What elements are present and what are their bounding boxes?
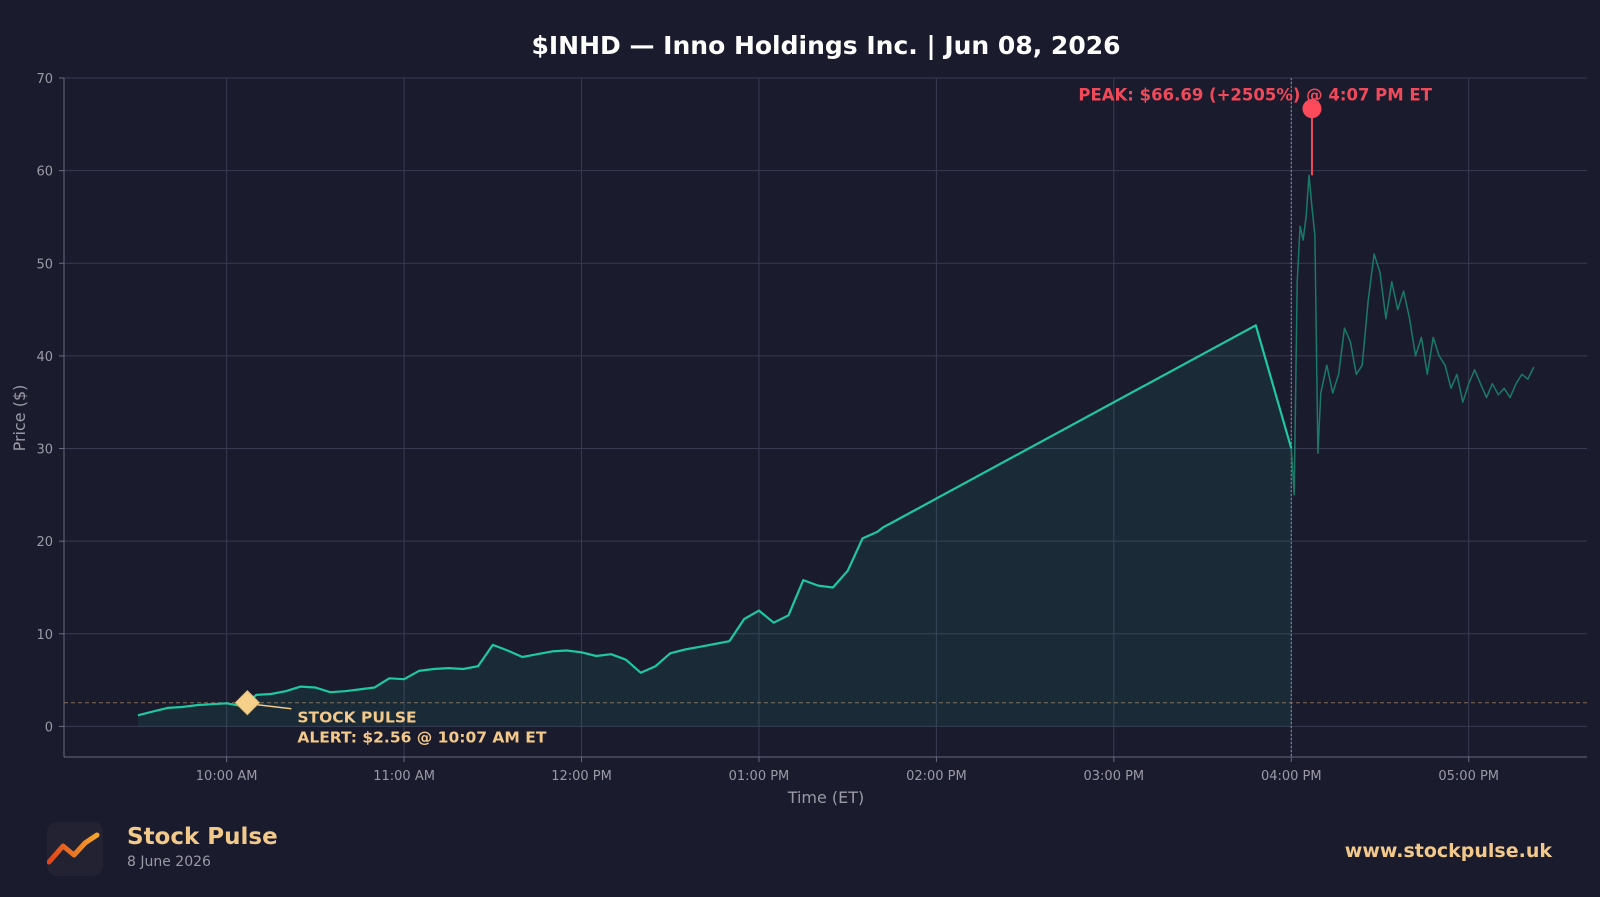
- alert-marker: [234, 690, 261, 716]
- y-tick-label: 50: [36, 257, 53, 272]
- website-link[interactable]: www.stockpulse.uk: [1344, 840, 1552, 862]
- regular-session-line: [137, 324, 1293, 717]
- axes: [59, 77, 1587, 762]
- y-axis-label: Price ($): [10, 385, 29, 452]
- grid-lines: [64, 77, 1587, 757]
- x-tick-label: 04:00 PM: [1261, 769, 1322, 784]
- y-tick-label: 10: [36, 628, 53, 643]
- y-tick-label: 20: [36, 535, 53, 550]
- tick-labels: 0 10 20 30 40 50 60 70 10:00 AM 11:00 AM 12:00 PM 0…: [36, 72, 1499, 784]
- chart-title: $INHD — Inno Holdings Inc. | Jun 08, 202…: [531, 31, 1120, 60]
- alert-label-line1: STOCK PULSE: [297, 709, 416, 727]
- regular-session-area: [137, 325, 1292, 727]
- x-tick-label: 10:00 AM: [196, 769, 258, 784]
- y-tick-label: 60: [36, 165, 53, 180]
- x-tick-label: 12:00 PM: [551, 769, 612, 784]
- peak-label: PEAK: $66.69 (+2505%) @ 4:07 PM ET: [1078, 86, 1432, 105]
- x-tick-label: 02:00 PM: [906, 769, 967, 784]
- stock-pulse-logo-icon: [46, 822, 103, 876]
- y-tick-label: 0: [45, 720, 53, 735]
- y-tick-label: 70: [36, 72, 53, 87]
- after-hours-line: [1290, 174, 1535, 496]
- x-axis-label: Time (ET): [787, 788, 865, 807]
- alert-connector: [257, 703, 292, 710]
- x-tick-label: 11:00 AM: [373, 769, 435, 784]
- brand-name: Stock Pulse: [127, 824, 278, 850]
- alert-label-line2: ALERT: $2.56 @ 10:07 AM ET: [297, 729, 546, 747]
- y-tick-label: 40: [36, 350, 53, 365]
- plot-area: PEAK: $66.69 (+2505%) @ 4:07 PM ET STOCK …: [64, 78, 1587, 757]
- brand-date: 8 June 2026: [127, 854, 211, 870]
- peak-marker: [1302, 99, 1322, 119]
- x-tick-label: 05:00 PM: [1438, 769, 1499, 784]
- x-tick-label: 03:00 PM: [1084, 769, 1145, 784]
- y-tick-label: 30: [36, 443, 53, 458]
- x-tick-label: 01:00 PM: [729, 769, 790, 784]
